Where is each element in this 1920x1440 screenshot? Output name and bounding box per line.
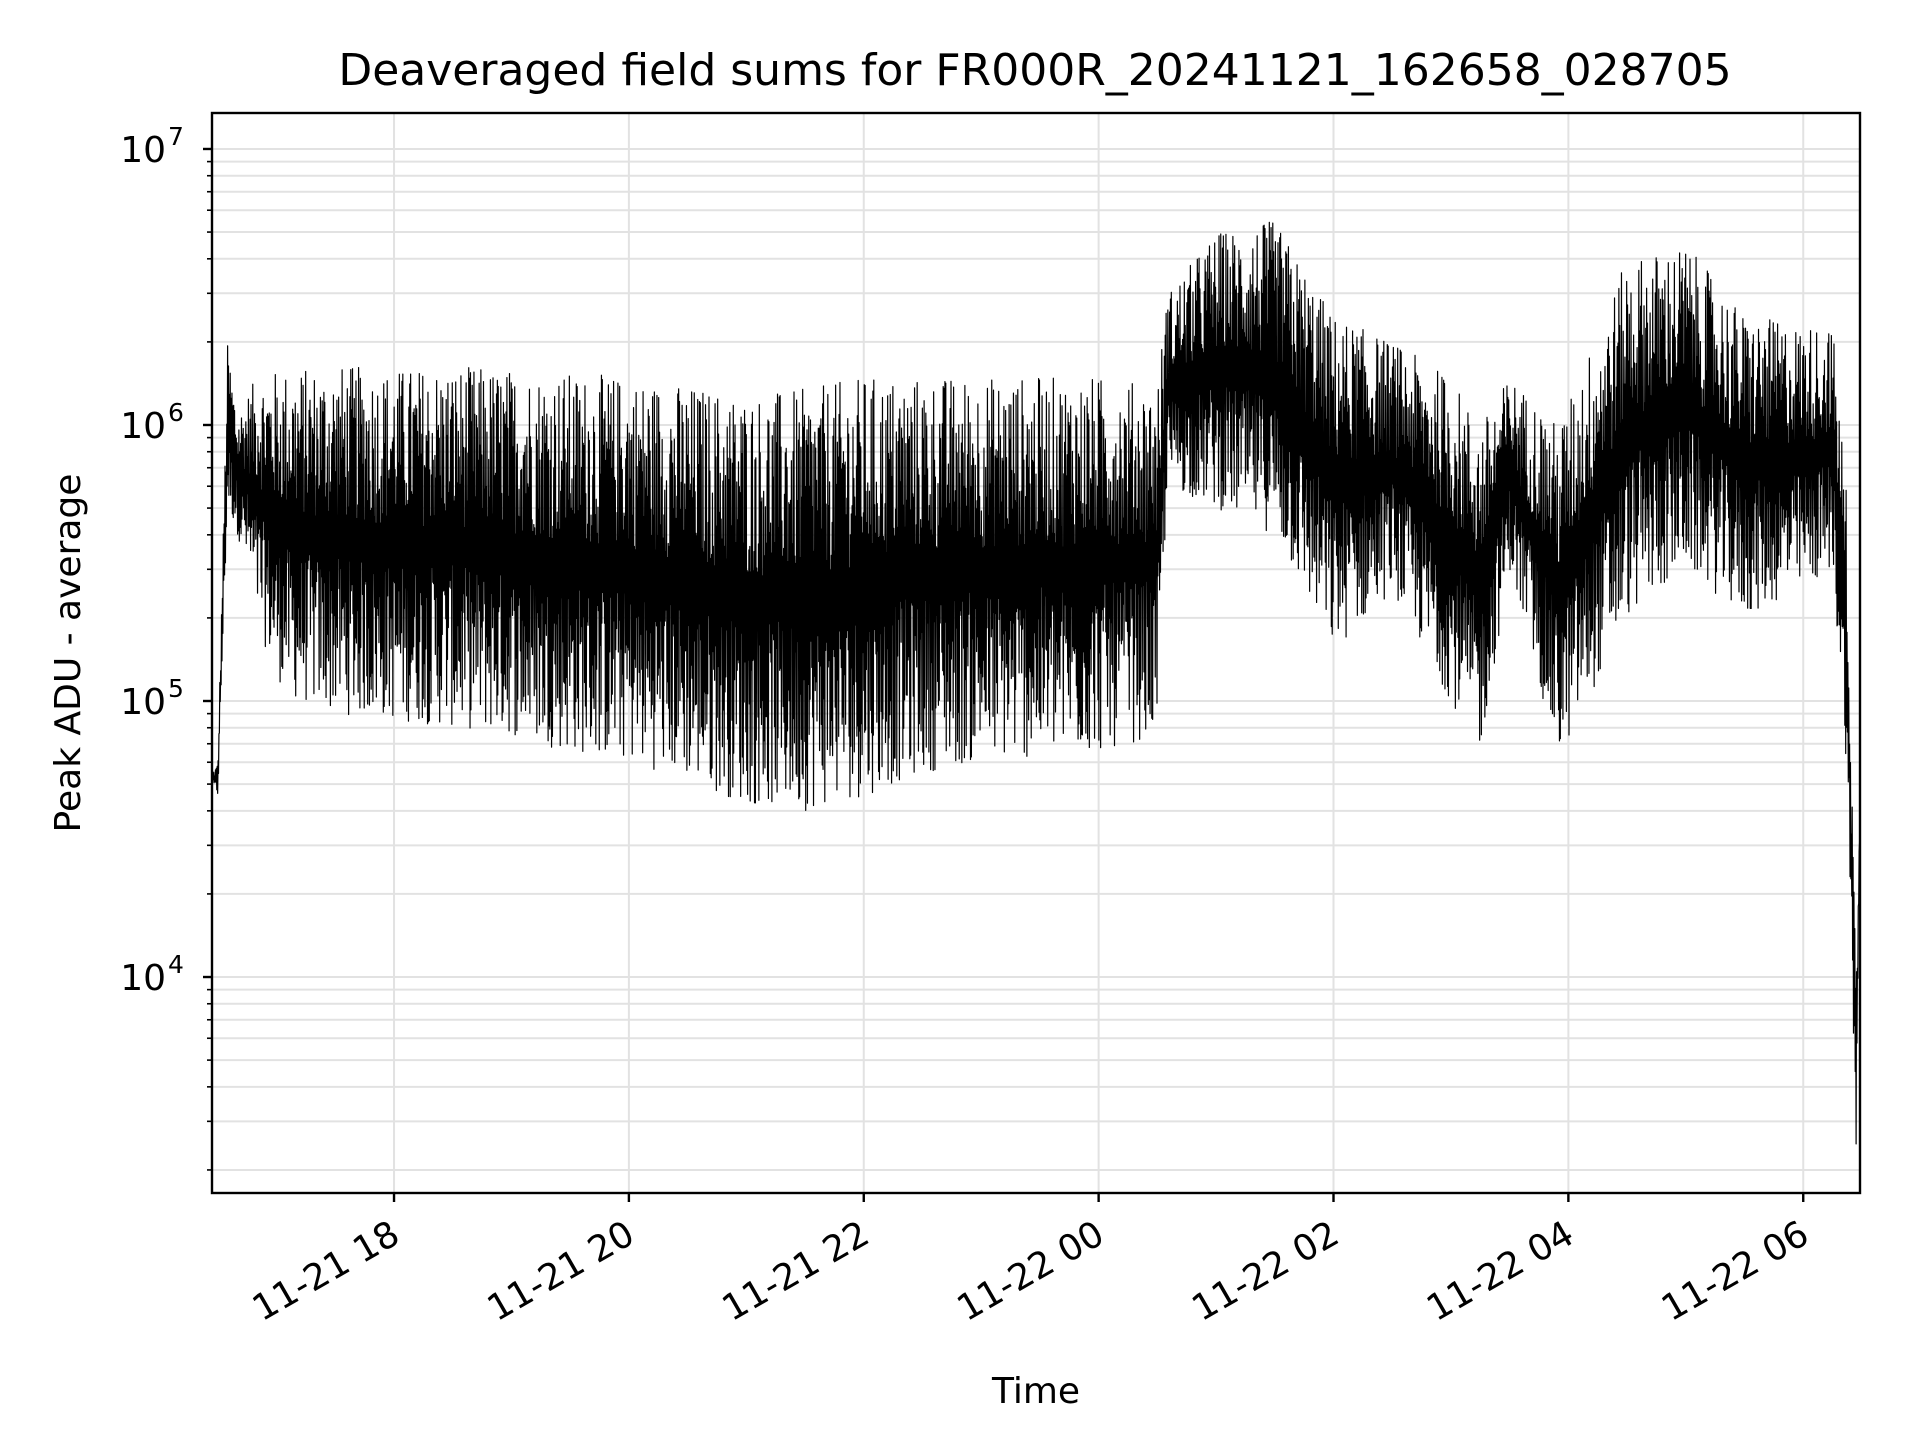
y-tick-exponent: 6	[168, 398, 184, 427]
y-tick-label: 10	[120, 682, 166, 723]
x-tick-label: 11-22 04	[1420, 1213, 1581, 1329]
y-tick-exponent: 5	[168, 674, 184, 703]
x-tick-label: 11-21 22	[716, 1213, 877, 1329]
x-axis-label: Time	[991, 1371, 1080, 1412]
y-tick-label: 10	[120, 130, 166, 171]
x-tick-label: 11-22 00	[950, 1213, 1111, 1329]
y-axis-label: Peak ADU - average	[48, 474, 89, 833]
series-line	[211, 221, 1861, 1145]
series-layer	[211, 221, 1861, 1145]
y-tick-exponent: 7	[168, 122, 184, 151]
y-tick-label: 10	[120, 958, 166, 999]
x-tick-label: 11-21 18	[246, 1213, 407, 1329]
y-tick-exponent: 4	[168, 950, 184, 979]
y-tick-label: 10	[120, 406, 166, 447]
plot-frame	[210, 111, 1862, 1195]
x-tick-label: 11-21 20	[481, 1213, 642, 1329]
chart-title: Deaveraged field sums for FR000R_2024112…	[338, 45, 1731, 96]
x-tick-label: 11-22 02	[1185, 1213, 1346, 1329]
x-tick-label: 11-22 06	[1655, 1213, 1816, 1329]
